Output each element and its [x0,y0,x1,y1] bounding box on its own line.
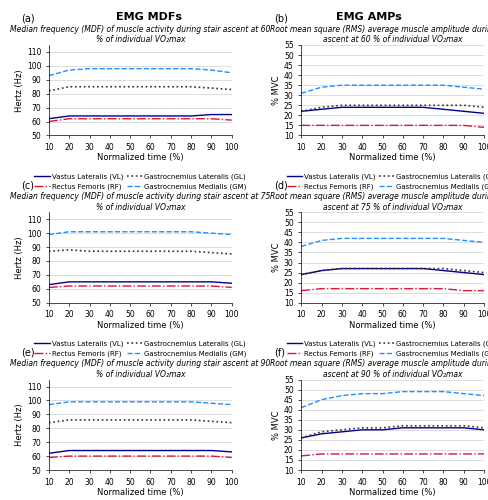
Text: EMG AMPs: EMG AMPs [336,12,401,22]
Y-axis label: Hertz (Hz): Hertz (Hz) [15,404,24,446]
Text: (d): (d) [273,180,287,190]
Y-axis label: % MVC: % MVC [271,76,281,105]
Title: Root mean square (RMS) average muscle amplitude during stair
ascent at 90 % of i: Root mean square (RMS) average muscle am… [269,360,488,379]
Y-axis label: % MVC: % MVC [271,243,281,272]
Title: Median frequency (MDF) of muscle activity during stair ascent at 90
% of individ: Median frequency (MDF) of muscle activit… [10,360,270,379]
X-axis label: Normalized time (%): Normalized time (%) [348,320,435,330]
Legend: Vastus Lateralis (VL), Rectus Femoris (RF), Gastrocnemius Lateralis (GL), Gastro: Vastus Lateralis (VL), Rectus Femoris (R… [286,174,488,190]
Text: (c): (c) [21,180,34,190]
Title: Median frequency (MDF) of muscle activity during stair ascent at 75
% of individ: Median frequency (MDF) of muscle activit… [10,192,270,212]
Y-axis label: % MVC: % MVC [271,410,281,440]
X-axis label: Normalized time (%): Normalized time (%) [97,488,183,497]
Title: Root mean square (RMS) average muscle amplitude during stair
ascent at 75 % of i: Root mean square (RMS) average muscle am… [269,192,488,212]
Y-axis label: Hertz (Hz): Hertz (Hz) [15,236,24,279]
X-axis label: Normalized time (%): Normalized time (%) [348,154,435,162]
Text: EMG MDFs: EMG MDFs [116,12,182,22]
Text: (e): (e) [21,348,35,358]
Legend: Vastus Lateralis (VL), Rectus Femoris (RF), Gastrocnemius Lateralis (GL), Gastro: Vastus Lateralis (VL), Rectus Femoris (R… [34,340,246,357]
Y-axis label: Hertz (Hz): Hertz (Hz) [15,69,24,112]
Text: (b): (b) [273,14,287,24]
X-axis label: Normalized time (%): Normalized time (%) [348,488,435,497]
Title: Root mean square (RMS) average muscle amplitude during stair
ascent at 60 % of i: Root mean square (RMS) average muscle am… [269,25,488,44]
Text: (a): (a) [21,14,35,24]
X-axis label: Normalized time (%): Normalized time (%) [97,320,183,330]
X-axis label: Normalized time (%): Normalized time (%) [97,154,183,162]
Title: Median frequency (MDF) of muscle activity during stair ascent at 60
% of individ: Median frequency (MDF) of muscle activit… [10,25,270,44]
Text: (f): (f) [273,348,284,358]
Legend: Vastus Lateralis (VL), Rectus Femoris (RF), Gastrocnemius Lateralis (GL), Gastro: Vastus Lateralis (VL), Rectus Femoris (R… [286,340,488,357]
Legend: Vastus Lateralis (VL), Rectus Femoris (RF), Gastrocnemius Lateralis (GL), Gastro: Vastus Lateralis (VL), Rectus Femoris (R… [34,174,246,190]
